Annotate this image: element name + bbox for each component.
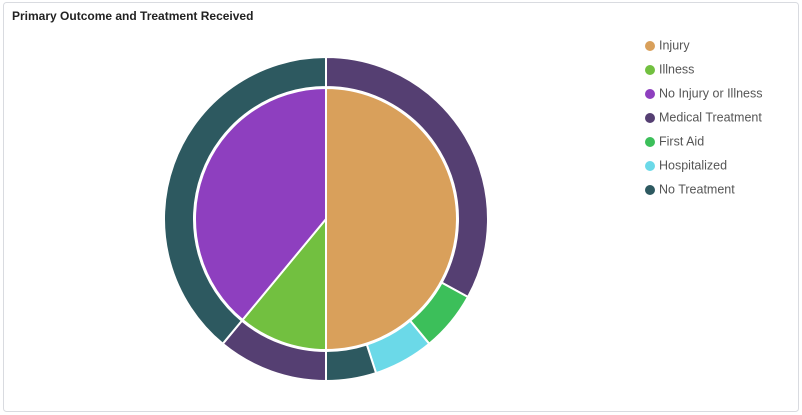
legend-label: First Aid: [659, 134, 704, 148]
legend-label: Hospitalized: [659, 158, 727, 172]
inner-slice: [241, 216, 327, 352]
legend-label: Illness: [659, 62, 694, 76]
legend-label: Injury: [659, 38, 690, 52]
legend-swatch: [645, 185, 655, 195]
outer-slice: [325, 343, 378, 383]
chart-title: Primary Outcome and Treatment Received: [12, 9, 253, 23]
inner-slice: [325, 86, 458, 352]
legend-label: Medical Treatment: [659, 110, 762, 124]
legend-swatch: [645, 89, 655, 99]
legend-swatch: [645, 161, 655, 171]
legend-swatch: [645, 41, 655, 51]
legend-swatch: [645, 137, 655, 147]
outer-slice: [163, 55, 327, 346]
legend-label: No Treatment: [659, 182, 735, 196]
legend-swatch: [645, 65, 655, 75]
legend-label: No Injury or Illness: [659, 86, 763, 100]
legend-swatch: [645, 113, 655, 123]
